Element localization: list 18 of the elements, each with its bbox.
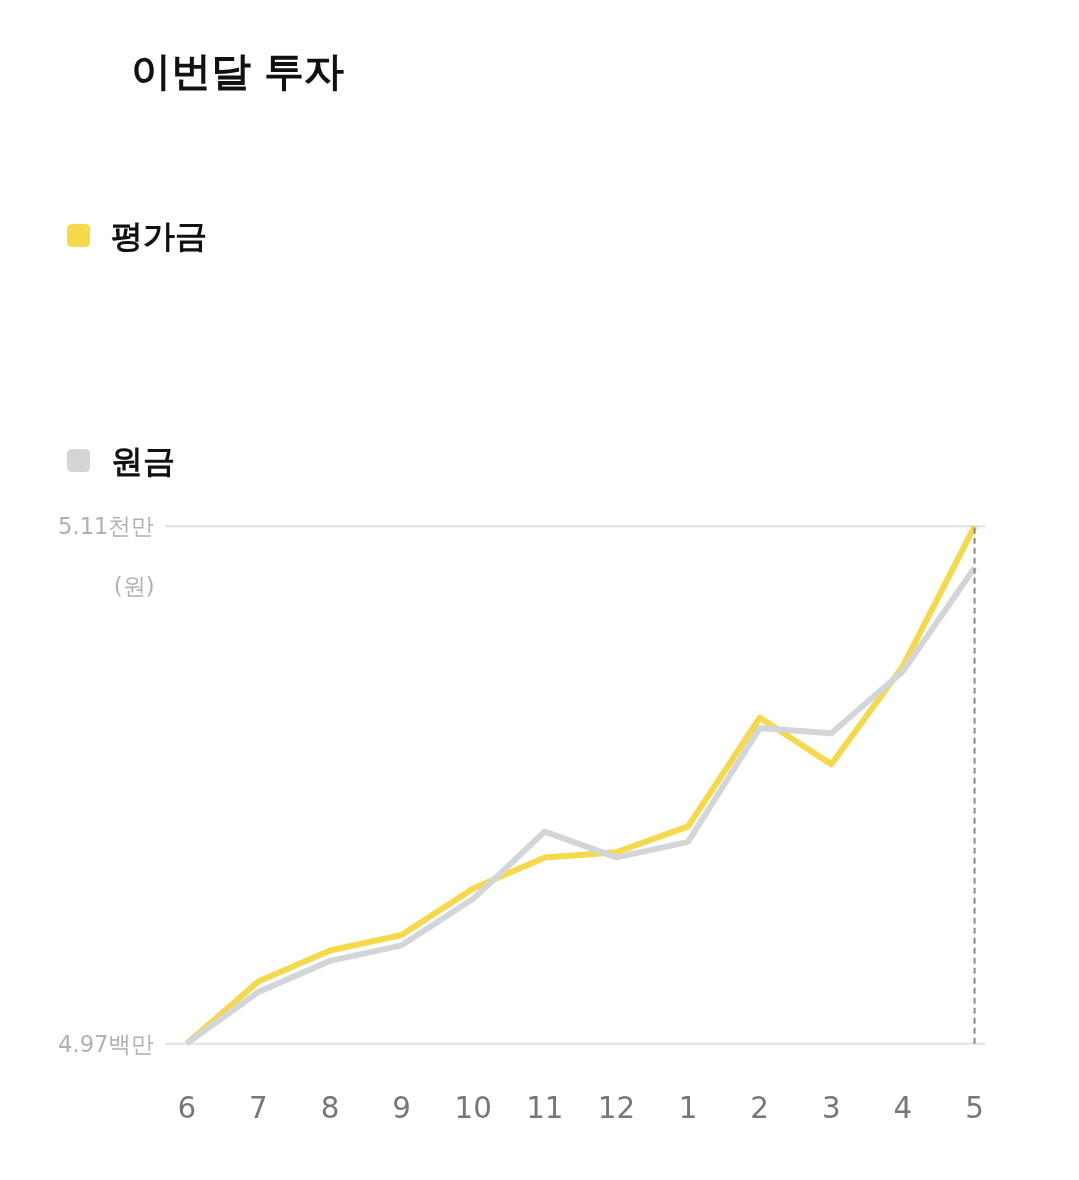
x-tick-label: 2 (750, 1090, 770, 1125)
x-tick-label: 8 (320, 1090, 340, 1125)
x-tick-label: 11 (526, 1090, 564, 1125)
x-tick-label: 4 (893, 1090, 913, 1125)
text: 4.97백만 (58, 1030, 155, 1057)
x-tick-label: 7 (249, 1090, 268, 1125)
x-tick-label: 5 (965, 1090, 984, 1125)
text: 5.11천만 (58, 513, 155, 540)
x-tick-label: 10 (454, 1090, 492, 1125)
y-axis-title: (원) (113, 572, 155, 599)
x-tick-label: 12 (597, 1090, 636, 1125)
chart-title: 이번달 투자 (130, 47, 345, 94)
legend-label: 평가금 (110, 216, 207, 255)
x-tick-label: 6 (177, 1090, 197, 1125)
legend-label: 원금 (110, 441, 175, 480)
x-tick-label: 3 (821, 1090, 841, 1125)
x-tick-label: 1 (678, 1090, 698, 1125)
x-tick-label: 9 (392, 1090, 411, 1125)
